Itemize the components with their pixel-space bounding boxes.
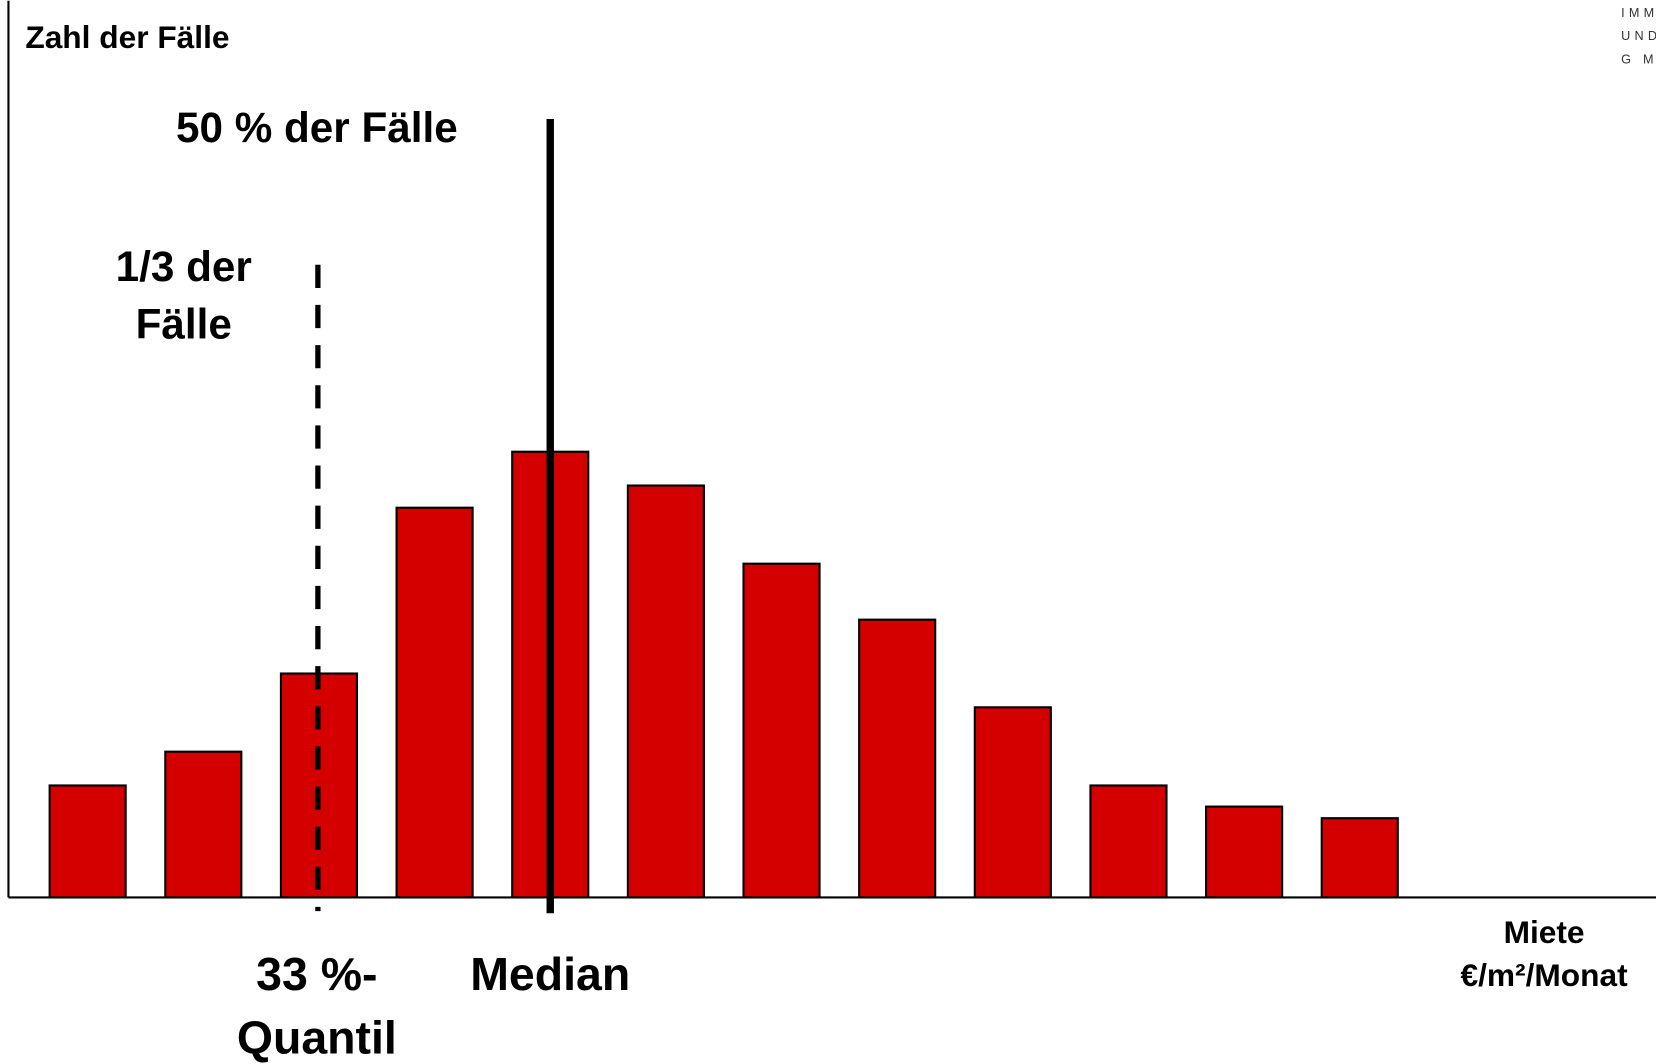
median-annotation: 50 % der Fälle — [176, 104, 458, 151]
median-label: Median — [470, 948, 630, 1000]
quantile-annotation: 1/3 der — [116, 243, 252, 290]
logo-text: IMMO — [1621, 6, 1656, 20]
bar — [48, 784, 127, 899]
bar — [395, 506, 474, 899]
bar — [1205, 805, 1284, 899]
logo-text: UND — [1621, 29, 1656, 43]
bar — [1089, 784, 1168, 899]
quantile-label: Quantil — [237, 1011, 397, 1063]
x-axis-label: Miete — [1504, 914, 1585, 950]
bar — [742, 562, 821, 899]
bar — [973, 706, 1052, 899]
quantile-label: 33 %- — [256, 948, 377, 1000]
y-axis-label: Zahl der Fälle — [25, 19, 229, 55]
logo-text: G M — [1621, 52, 1656, 66]
bar — [1320, 817, 1399, 899]
bars — [48, 450, 1399, 899]
bar — [858, 618, 937, 899]
x-axis-label: €/m²/Monat — [1460, 957, 1628, 993]
quantile-annotation: Fälle — [136, 300, 232, 347]
bar — [626, 484, 705, 899]
bar — [164, 750, 243, 899]
